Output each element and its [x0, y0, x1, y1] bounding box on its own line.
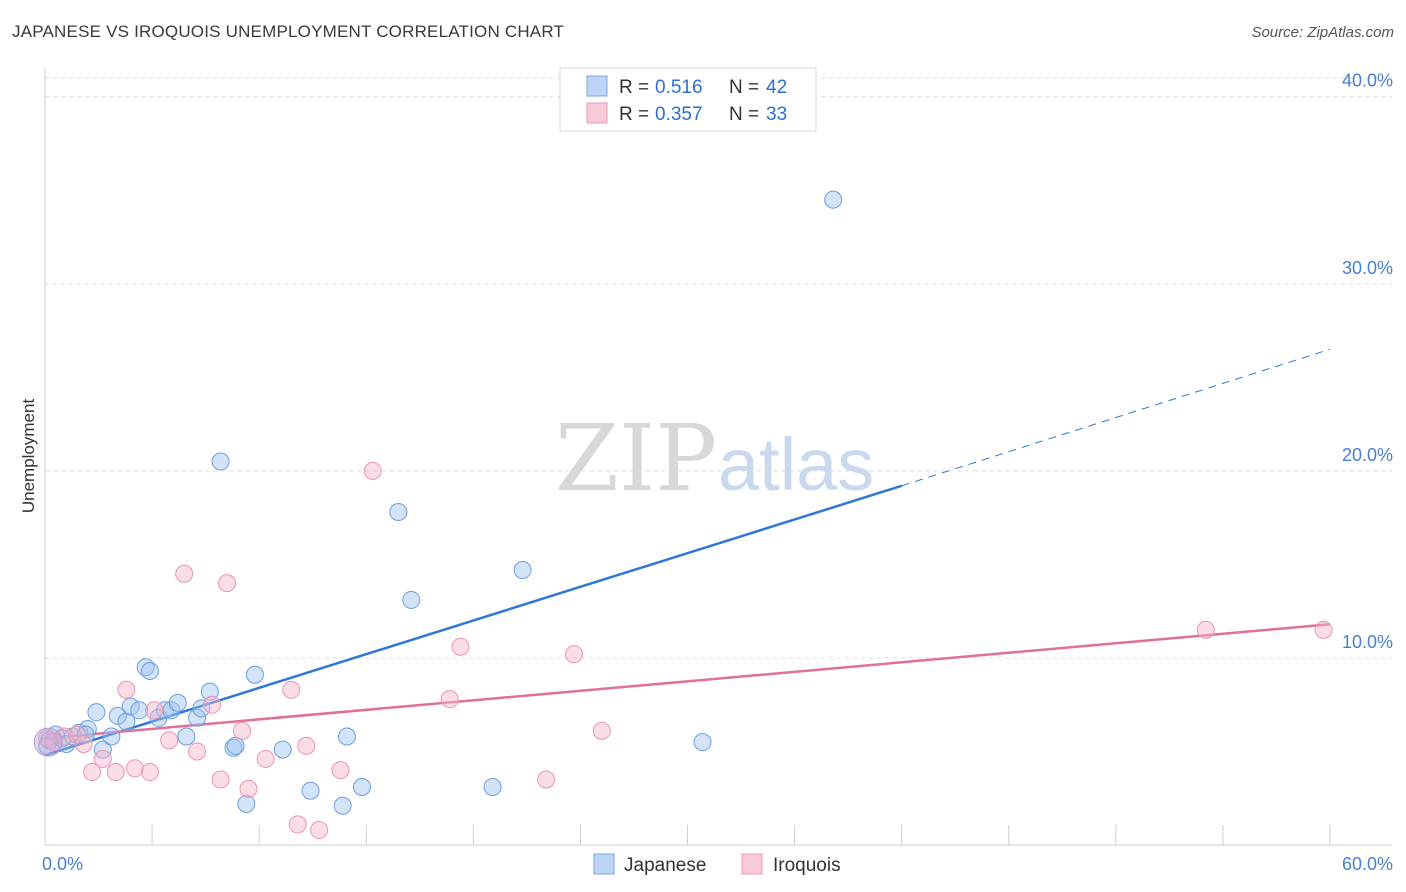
iroquois-point — [160, 731, 179, 750]
chart-title: JAPANESE VS IROQUOIS UNEMPLOYMENT CORREL… — [12, 22, 565, 41]
legend-n-value-1: 42 — [766, 77, 787, 98]
iroquois-point — [310, 821, 329, 840]
y-axis-label: Unemployment — [19, 399, 38, 514]
iroquois-point — [331, 761, 350, 780]
top-legend: R = 0.516 N = 42 R = 0.357 N = 33 — [559, 67, 817, 132]
japanese-point — [108, 706, 127, 725]
x-tick-label: 0.0% — [42, 854, 83, 874]
japanese-point — [117, 712, 136, 731]
source-label: Source: ZipAtlas.com — [1251, 24, 1394, 41]
japanese-point — [192, 699, 211, 718]
axis-labels: 10.0% 20.0% 30.0% 40.0% 0.0% 60.0% Unemploymen… — [19, 71, 1393, 874]
japanese-point — [483, 778, 502, 797]
iroquois-point — [440, 690, 459, 709]
japanese-point — [102, 727, 121, 746]
iroquois-point — [233, 721, 252, 740]
japanese-point — [301, 781, 320, 800]
bottom-legend-label-japanese: Japanese — [624, 855, 706, 876]
iroquois-point — [592, 721, 611, 740]
legend-swatch-iroquois — [586, 102, 608, 124]
iroquois-trend-line — [44, 623, 1331, 740]
legend-swatch-japanese — [586, 75, 608, 97]
iroquois-point — [564, 645, 583, 664]
iroquois-point — [125, 759, 144, 778]
iroquois-point — [145, 701, 164, 720]
legend-r-value-1: 0.516 — [655, 77, 703, 98]
iroquois-point — [106, 763, 125, 782]
japanese-point — [693, 733, 712, 752]
y-tick-label: 20.0% — [1342, 445, 1393, 465]
japanese-point — [237, 794, 256, 813]
watermark-atlas: atlas — [718, 423, 874, 506]
japanese-point — [513, 561, 532, 580]
japanese-point — [93, 740, 112, 759]
iroquois-point — [211, 770, 230, 789]
iroquois-point — [1196, 620, 1215, 639]
iroquois-point — [282, 680, 301, 699]
iroquois-point — [537, 770, 556, 789]
bottom-legend-swatch-japanese — [593, 853, 615, 875]
japanese-point — [211, 452, 230, 471]
iroquois-point — [288, 815, 307, 834]
y-tick-label: 10.0% — [1342, 632, 1393, 652]
legend-r-label-2: R = — [619, 104, 649, 125]
iroquois-point — [74, 734, 93, 753]
japanese-point — [177, 727, 196, 746]
x-tick-label: 60.0% — [1342, 854, 1393, 874]
iroquois-point — [140, 763, 159, 782]
legend-n-label-1: N = — [729, 77, 759, 98]
iroquois-point — [203, 695, 222, 714]
iroquois-point — [175, 564, 194, 583]
grid — [45, 77, 1392, 659]
japanese-trend-line — [44, 484, 903, 757]
iroquois-point — [363, 461, 382, 480]
iroquois-point — [239, 779, 258, 798]
iroquois-point — [256, 749, 275, 768]
japanese-point — [130, 701, 149, 720]
japanese-point — [140, 662, 159, 681]
japanese-point — [226, 736, 245, 755]
iroquois-point — [117, 680, 136, 699]
japanese-point — [333, 796, 352, 815]
japanese-point — [121, 697, 140, 716]
legend-r-value-2: 0.357 — [655, 104, 703, 125]
iroquois-point — [83, 763, 102, 782]
axes — [44, 68, 1392, 846]
japanese-point — [402, 590, 421, 609]
bottom-legend-swatch-iroquois — [741, 853, 763, 875]
watermark-zip: ZIP — [555, 405, 717, 512]
iroquois-point — [188, 742, 207, 761]
origin-cluster-point — [33, 727, 63, 757]
japanese-point — [824, 190, 843, 209]
iroquois-point — [297, 736, 316, 755]
y-tick-label: 40.0% — [1342, 71, 1393, 91]
japanese-point — [352, 778, 371, 797]
bottom-legend-label-iroquois: Iroquois — [773, 855, 841, 876]
data-points — [33, 190, 1333, 840]
legend-n-label-2: N = — [729, 104, 759, 125]
iroquois-point — [1314, 620, 1333, 639]
japanese-point — [188, 708, 207, 727]
japanese-point — [200, 682, 219, 701]
iroquois-point — [451, 637, 470, 656]
legend-n-value-2: 33 — [766, 104, 787, 125]
japanese-point — [389, 503, 408, 522]
japanese-point — [168, 693, 187, 712]
japanese-trend-extension — [901, 348, 1331, 487]
japanese-point — [273, 740, 292, 759]
iroquois-point — [68, 725, 87, 744]
y-tick-label: 30.0% — [1342, 258, 1393, 278]
iroquois-point — [93, 749, 112, 768]
iroquois-point — [218, 574, 237, 593]
trend-lines — [44, 348, 1331, 757]
japanese-point — [245, 665, 264, 684]
legend-r-label-1: R = — [619, 77, 649, 98]
bottom-legend: Japanese Iroquois — [593, 853, 841, 876]
japanese-point — [87, 703, 106, 722]
japanese-point — [337, 727, 356, 746]
